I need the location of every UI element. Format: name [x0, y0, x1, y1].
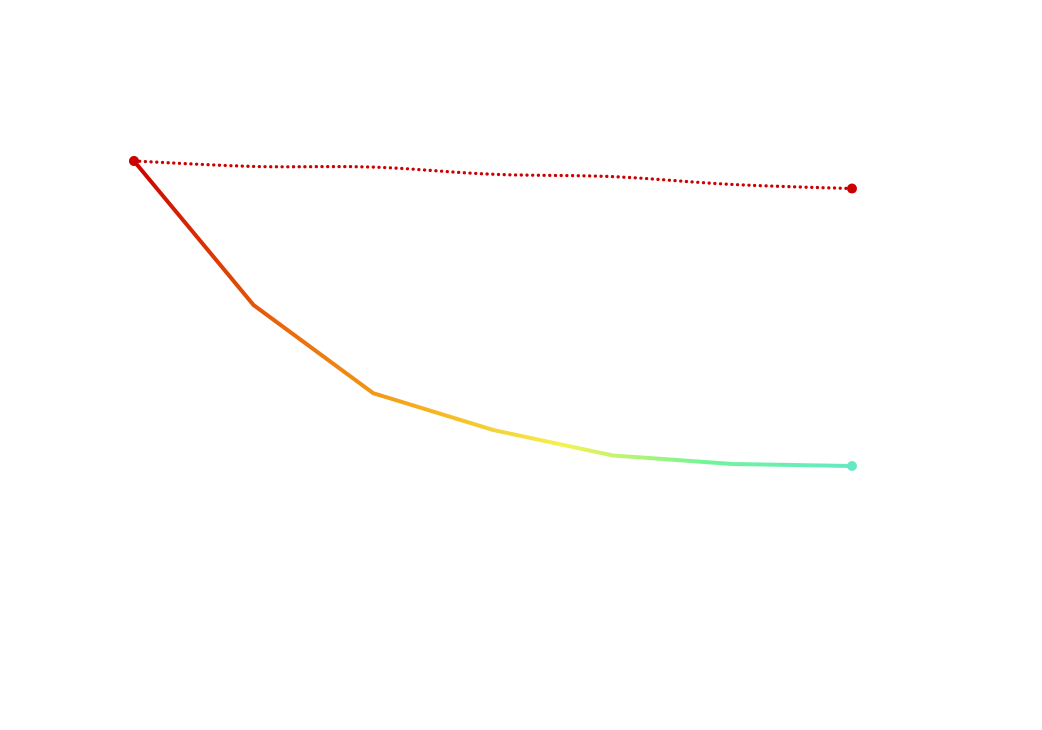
endpoint-marker-end — [847, 183, 857, 194]
series-line-dotted — [132, 159, 854, 191]
series-layer — [129, 156, 857, 471]
endpoint-marker-end — [847, 461, 857, 471]
series-line-solid — [132, 159, 854, 468]
endpoint-marker-start — [129, 156, 139, 166]
